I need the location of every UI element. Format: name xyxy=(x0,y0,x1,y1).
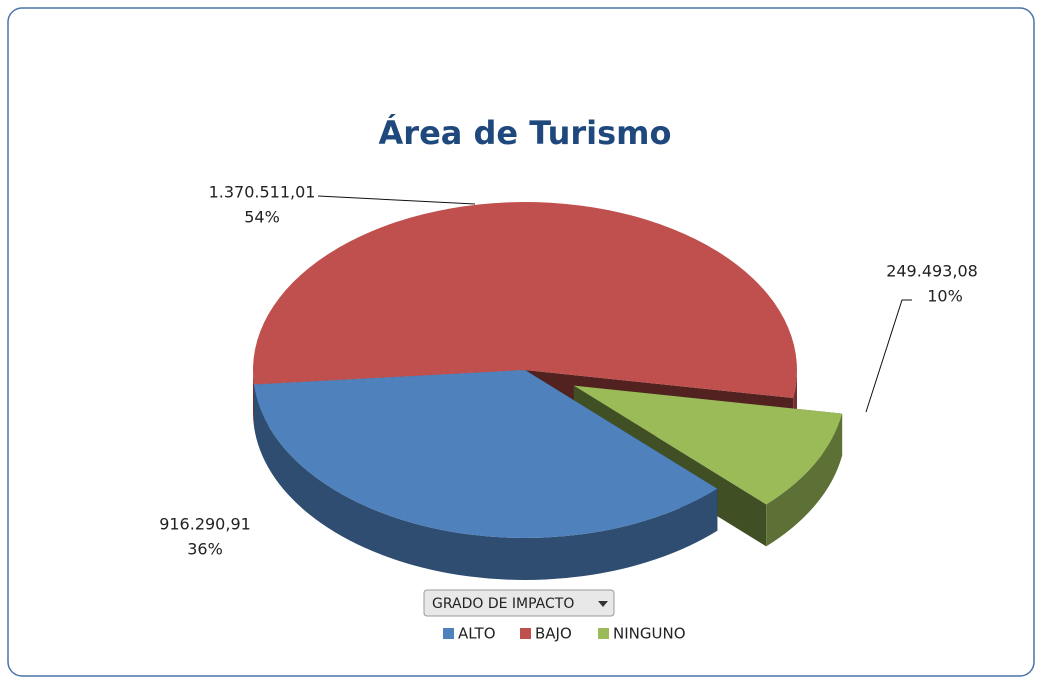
legend-label: BAJO xyxy=(535,625,572,643)
slice-wall xyxy=(252,370,254,427)
legend-swatch xyxy=(598,628,609,639)
percent-label: 54% xyxy=(244,208,280,227)
chart-title: Área de Turismo xyxy=(379,114,672,152)
legend-label: ALTO xyxy=(458,625,496,643)
filter-button-box[interactable] xyxy=(423,589,615,617)
filter-button[interactable]: GRADO DE IMPACTO xyxy=(423,589,615,617)
data-label: 249.493,08 xyxy=(886,262,978,281)
leader-line xyxy=(865,299,912,413)
slice xyxy=(252,202,797,398)
slice-wall xyxy=(766,413,843,547)
slice xyxy=(254,370,718,538)
labels: 916.290,91 36% 1.370.511,01 54% 249.493,08 10… xyxy=(159,183,978,643)
filter-button-label[interactable]: GRADO DE IMPACTO xyxy=(432,596,574,612)
percent-label: 36% xyxy=(187,540,223,559)
slice xyxy=(573,385,843,505)
slice-wall xyxy=(254,384,718,580)
legend-swatch xyxy=(520,628,531,639)
data-label: 1.370.511,01 xyxy=(209,183,316,202)
percent-label: 10% xyxy=(927,287,963,306)
legend-label: NINGUNO xyxy=(613,625,686,643)
legend-swatch xyxy=(443,628,454,639)
dropdown-arrow[interactable] xyxy=(598,601,608,607)
pie xyxy=(252,202,843,580)
leader-line xyxy=(317,195,476,205)
data-label: 916.290,91 xyxy=(159,515,251,534)
